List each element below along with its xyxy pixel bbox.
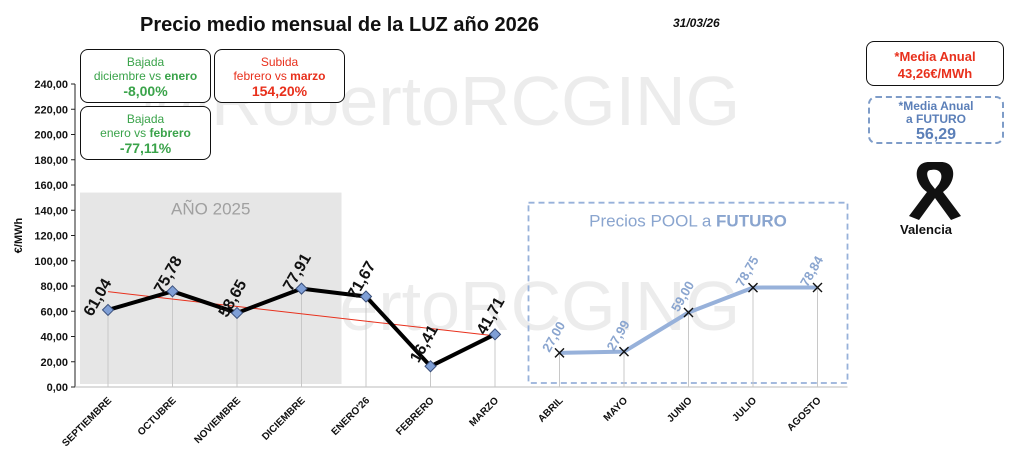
- future-average-value: 56,29: [915, 126, 957, 143]
- x-tick-label: ENERO'26: [330, 395, 373, 438]
- x-tick-label: MAYO: [602, 395, 630, 423]
- decrease-box-compare: diciembre vs: [93, 69, 165, 83]
- y-tick-label: 140,00: [34, 205, 68, 217]
- actual-point-marker: [166, 285, 179, 298]
- annual-average-value: 43,26€/MWh: [897, 66, 973, 81]
- annual-average-box: *Media Anual 43,26€/MWh: [866, 41, 1004, 86]
- increase-box-month: marzo: [290, 69, 326, 83]
- decrease-box-month: enero: [164, 69, 198, 83]
- future-average-label-2: a FUTURO: [906, 112, 966, 126]
- actual-point-marker: [101, 303, 115, 317]
- decrease-box-2-month: febrero: [149, 126, 191, 140]
- future-point-marker: [748, 282, 758, 293]
- annual-average-label: *Media Anual: [894, 49, 976, 64]
- x-tick-label: AGOSTO: [785, 395, 823, 433]
- future-point-marker: [683, 307, 694, 318]
- decrease-box-2-title: Bajada: [126, 112, 165, 126]
- decrease-box-dec-jan: Bajada diciembre vs enero -8,00%: [80, 49, 211, 103]
- future-average-label: *Media Anual: [898, 99, 974, 113]
- y-tick-label: 60,00: [40, 306, 68, 318]
- y-axis: 0,00 20,00 40,00 60,00 80,00 100,00 120,00 140,…: [13, 79, 848, 394]
- decrease-box-jan-feb: Bajada enero vs febrero -77,11%: [80, 106, 211, 160]
- y-axis-title: €/MWh: [13, 218, 25, 254]
- actual-point-marker: [230, 306, 244, 320]
- x-tick-label: OCTUBRE: [136, 395, 179, 438]
- y-tick-label: 40,00: [40, 332, 68, 344]
- y-tick-label: 120,00: [34, 231, 68, 243]
- future-prices-region: Precios POOL a FUTURO: [527, 201, 849, 384]
- y-tick-label: 240,00: [34, 79, 68, 91]
- y-tick-label: 100,00: [34, 256, 68, 268]
- y-tick-label: 200,00: [34, 130, 68, 142]
- y-tick-label: 20,00: [40, 357, 68, 369]
- y-tick-label: 0,00: [47, 382, 68, 394]
- y-tick-label: 80,00: [40, 281, 68, 293]
- future-prices-label: Precios POOL a FUTURO: [589, 212, 787, 231]
- x-tick-label: NOVIEMBRE: [193, 395, 244, 446]
- increase-box-feb-mar: Subida febrero vs marzo 154,20%: [214, 49, 345, 103]
- increase-box-value: 154,20%: [251, 83, 308, 99]
- x-tick-label: JUNIO: [665, 395, 695, 425]
- ribbon-label: Valencia: [900, 222, 953, 237]
- actual-point-marker: [295, 282, 308, 295]
- page-title: Precio medio mensual de la LUZ año 2026: [140, 14, 540, 36]
- year-2025-label: AÑO 2025: [171, 200, 250, 219]
- x-tick-label: ABRIL: [536, 395, 565, 424]
- future-point-marker: [812, 282, 823, 293]
- future-prices-label-bold: FUTURO: [716, 212, 787, 231]
- future-average-box: *Media Anual a FUTURO 56,29: [868, 96, 1004, 144]
- x-tick-label: JULIO: [731, 395, 760, 424]
- report-date: 31/03/26: [673, 16, 720, 30]
- future-prices-label-prefix: Precios POOL a: [589, 212, 716, 231]
- drop-lines: [107, 287, 818, 387]
- x-tick-label: FEBRERO: [394, 395, 437, 438]
- x-axis-labels: SEPTIEMBRE OCTUBRE NOVIEMBRE DICIEMBRE ENERO…: [60, 395, 823, 449]
- decrease-box-title: Bajada: [126, 55, 165, 69]
- decrease-box-2-compare: enero vs: [100, 126, 150, 140]
- future-point-marker: [554, 347, 565, 358]
- future-point-marker: [619, 346, 629, 357]
- actual-point-marker: [424, 360, 437, 373]
- x-tick-label: DICIEMBRE: [260, 395, 308, 443]
- y-tick-label: 180,00: [34, 155, 68, 167]
- actual-point-marker: [488, 328, 502, 341]
- actual-point-marker: [359, 290, 373, 303]
- increase-box-title: Subida: [260, 55, 299, 69]
- x-tick-label: SEPTIEMBRE: [60, 395, 114, 449]
- y-tick-label: 160,00: [34, 180, 68, 192]
- decrease-box-2-value: -77,11%: [119, 140, 172, 156]
- decrease-box-value: -8,00%: [123, 83, 168, 99]
- y-tick-label: 220,00: [34, 104, 68, 116]
- mourning-ribbon-icon: [909, 162, 961, 220]
- increase-box-compare: febrero vs: [233, 69, 291, 83]
- x-tick-label: MARZO: [467, 395, 501, 429]
- data-markers: [101, 282, 823, 373]
- trend-line: [107, 291, 496, 337]
